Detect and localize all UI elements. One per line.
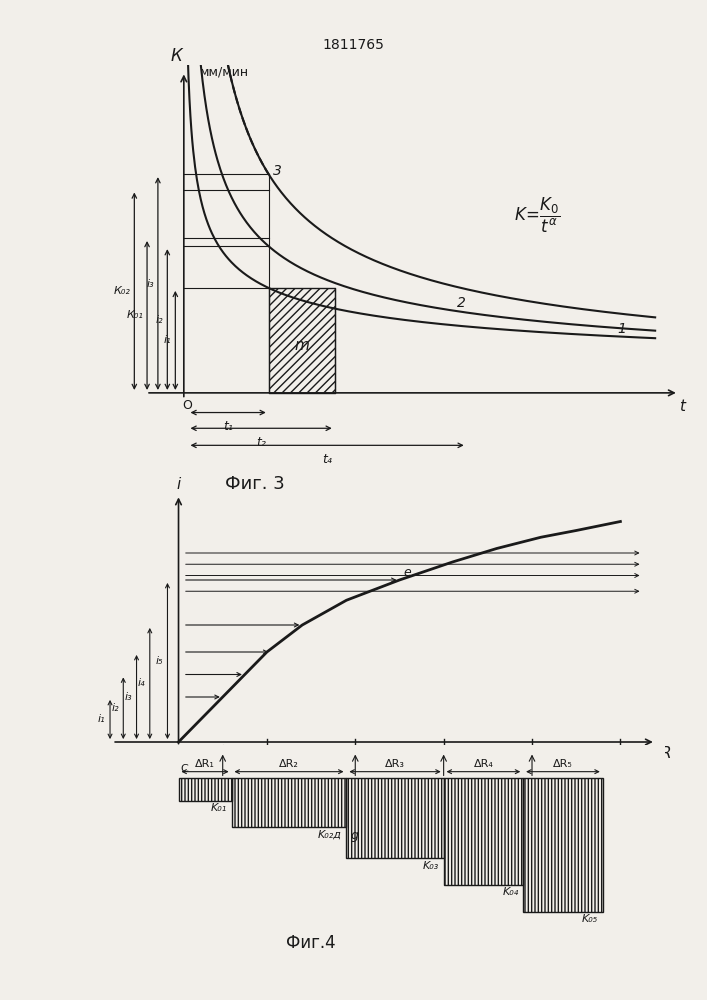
Text: ΔR₁: ΔR₁ xyxy=(195,759,215,769)
Bar xyxy=(232,778,346,827)
Text: мм/мин: мм/мин xyxy=(200,65,250,78)
Text: 3: 3 xyxy=(274,164,282,178)
Text: i₄: i₄ xyxy=(138,678,146,688)
Text: ΔR₃: ΔR₃ xyxy=(385,759,405,769)
Text: i: i xyxy=(176,477,181,492)
Text: K₀₄: K₀₄ xyxy=(503,887,519,897)
Text: ΔR₂: ΔR₂ xyxy=(279,759,299,769)
Text: i₃: i₃ xyxy=(124,692,132,702)
Bar xyxy=(346,778,444,858)
Text: i₂: i₂ xyxy=(111,703,119,713)
Text: t₄: t₄ xyxy=(322,453,332,466)
Text: К₀₂: К₀₂ xyxy=(114,286,131,296)
Text: К₀₁: К₀₁ xyxy=(127,310,144,320)
Text: $K\!=\!\dfrac{K_0}{t^{\alpha}}$: $K\!=\!\dfrac{K_0}{t^{\alpha}}$ xyxy=(514,196,561,235)
Text: О: О xyxy=(183,746,192,756)
Bar xyxy=(444,778,523,885)
Text: 0.2: 0.2 xyxy=(258,749,276,759)
Text: B: B xyxy=(218,749,227,762)
Text: K₀₅: K₀₅ xyxy=(582,914,598,924)
Text: t₂: t₂ xyxy=(256,436,266,449)
Text: К: К xyxy=(171,47,182,65)
Text: 1.0: 1.0 xyxy=(612,749,629,759)
Bar xyxy=(523,778,602,912)
Bar xyxy=(269,288,334,393)
Text: C: C xyxy=(181,764,189,774)
Bar xyxy=(178,778,232,801)
Text: 2: 2 xyxy=(457,296,466,310)
Text: Фиг. 3: Фиг. 3 xyxy=(225,475,284,493)
Text: 1811765: 1811765 xyxy=(322,38,385,52)
Text: ΔR₅: ΔR₅ xyxy=(553,759,573,769)
Text: f: f xyxy=(353,749,358,762)
Text: e: e xyxy=(404,566,411,578)
Text: Фиг.4: Фиг.4 xyxy=(286,934,336,952)
Text: 0.4: 0.4 xyxy=(346,749,364,759)
Text: R: R xyxy=(660,746,671,762)
Text: t₁: t₁ xyxy=(223,420,233,433)
Text: ΔR₄: ΔR₄ xyxy=(474,759,493,769)
Text: K₀₂д: K₀₂д xyxy=(318,829,342,839)
Text: 0.6: 0.6 xyxy=(435,749,452,759)
Text: О: О xyxy=(182,399,192,412)
Text: i₂: i₂ xyxy=(156,315,163,325)
Text: 0.8: 0.8 xyxy=(523,749,541,759)
Text: g: g xyxy=(351,829,358,842)
Text: K₀₃: K₀₃ xyxy=(423,861,439,871)
Text: i₁: i₁ xyxy=(98,714,105,724)
Text: i₁: i₁ xyxy=(164,335,172,345)
Text: K₀₁: K₀₁ xyxy=(211,803,227,813)
Text: m: m xyxy=(294,338,309,353)
Text: t: t xyxy=(679,399,684,414)
Text: i₅: i₅ xyxy=(156,656,163,666)
Text: 1: 1 xyxy=(617,322,626,336)
Text: i₃: i₃ xyxy=(146,279,154,289)
